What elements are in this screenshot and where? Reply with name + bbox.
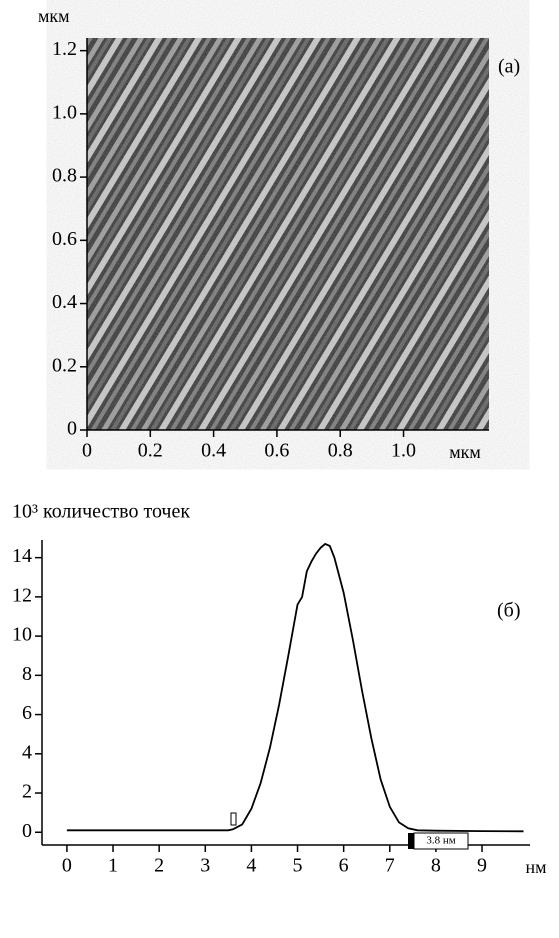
x-tick-label: 0 xyxy=(82,440,92,462)
x-tick-label: 4 xyxy=(246,855,256,877)
x-tick-label: 0 xyxy=(62,855,72,877)
afm-image xyxy=(87,38,489,430)
x-tick-label: 0.4 xyxy=(201,440,226,462)
y-tick-label: 1.0 xyxy=(52,101,77,123)
y-tick-label: 0 xyxy=(67,418,77,440)
y-tick-label: 4 xyxy=(22,741,32,763)
y-tick-label: 0.8 xyxy=(52,165,77,187)
y-tick-label: 10 xyxy=(12,624,32,646)
y-tick-label: 0 xyxy=(22,820,32,842)
x-tick-label: 3 xyxy=(200,855,210,877)
scale-bar xyxy=(408,833,414,849)
x-tick-label: 9 xyxy=(477,855,487,877)
cursor-marker xyxy=(230,812,237,826)
scale-label: 3.8 нм xyxy=(426,835,455,847)
x-tick-label: 2 xyxy=(154,855,164,877)
x-tick-label: 6 xyxy=(339,855,349,877)
y-tick-label: 14 xyxy=(12,545,32,567)
y-tick-label: 8 xyxy=(22,663,32,685)
x-tick-label: 1 xyxy=(108,855,118,877)
x-tick-label: 1.0 xyxy=(391,440,416,462)
scale-box xyxy=(413,832,469,850)
y-tick-label: 12 xyxy=(12,584,32,606)
x-tick-label: 8 xyxy=(431,855,441,877)
panel-label: (a) xyxy=(498,56,520,78)
x-axis-label: нм xyxy=(525,857,546,877)
x-tick-label: 5 xyxy=(293,855,303,877)
panel-label: (б) xyxy=(497,600,521,622)
y-axis-label: 10³ количество точек xyxy=(12,501,190,523)
y-tick-label: 0.4 xyxy=(52,291,77,313)
y-tick-label: 0.6 xyxy=(52,228,77,250)
y-tick-label: 1.2 xyxy=(52,38,77,60)
y-tick-label: 2 xyxy=(22,781,32,803)
x-tick-label: 0.6 xyxy=(264,440,289,462)
y-tick-label: 6 xyxy=(22,702,32,724)
y-axis-label: мкм xyxy=(38,6,70,26)
x-tick-label: 0.8 xyxy=(328,440,353,462)
afm-noise xyxy=(87,38,489,430)
x-tick-label: 7 xyxy=(385,855,395,877)
x-tick-label: 0.2 xyxy=(138,440,163,462)
x-axis-label: мкм xyxy=(449,442,481,462)
histogram-line xyxy=(66,542,524,833)
y-tick-label: 0.2 xyxy=(52,354,77,376)
